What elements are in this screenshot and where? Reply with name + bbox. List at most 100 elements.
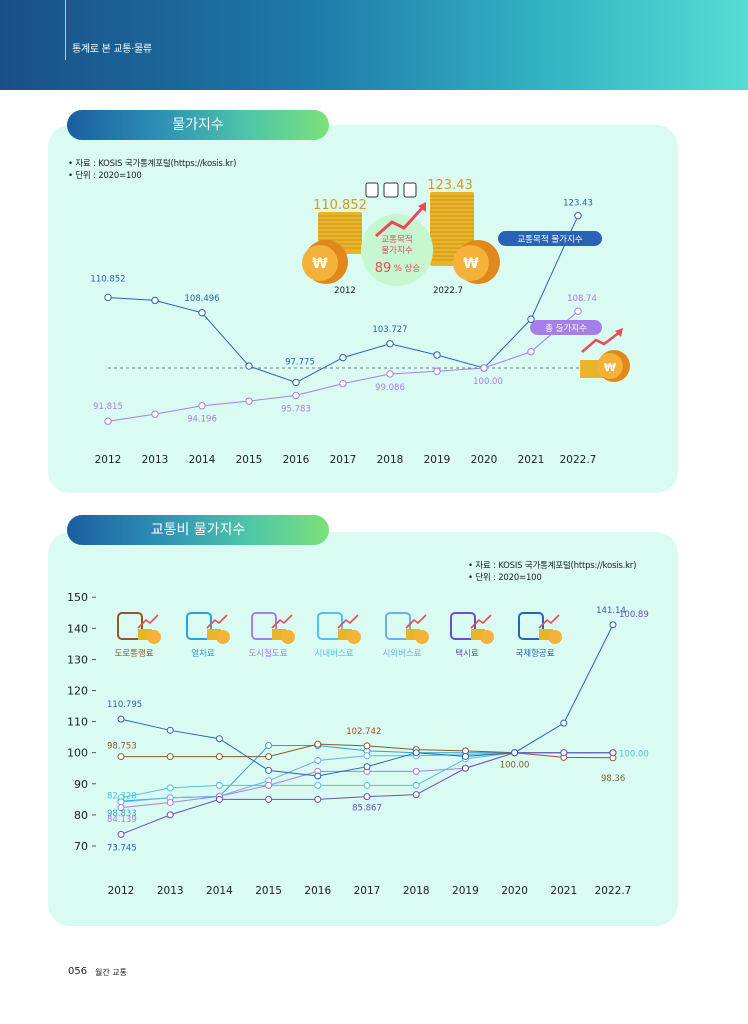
callout-percent-value: 89: [375, 261, 392, 276]
chart2-data-point: [412, 767, 420, 775]
chart2-data-label: 82.328: [107, 792, 137, 802]
chart2-x-tick-label: 2018: [403, 885, 430, 897]
chart2-data-point: [314, 772, 322, 780]
chart2-data-point: [412, 781, 420, 789]
chart2-x-tick-label: 2016: [304, 885, 331, 897]
callout-label-1: 교통목적: [381, 234, 412, 245]
chart2-data-point: [166, 798, 174, 806]
chart2-unit-line: • 단위 : 2020=100: [468, 573, 542, 583]
chart2-data-point: [609, 621, 617, 629]
publication-name: 월간 교통: [95, 968, 127, 977]
chart2-data-label: 102.742: [346, 727, 381, 737]
chart2-source: • 자료 : KOSIS 국가통계포털(https://kosis.kr) • …: [468, 560, 636, 584]
chart1-x-tick-label: 2016: [283, 454, 310, 466]
page-number: 056: [68, 966, 88, 977]
chart1-data-point: [527, 315, 535, 323]
chart1-x-tick-label: 2018: [377, 454, 404, 466]
chart2-data-label: 98.753: [107, 742, 137, 752]
chart2-x-tick-label: 2022.7: [595, 885, 632, 897]
chart2-data-point: [265, 766, 273, 774]
chart1-x-tick-label: 2020: [471, 454, 498, 466]
chart2-data-point: [117, 753, 125, 761]
chart2-series-line: [120, 752, 613, 799]
chart2-x-tick-label: 2015: [255, 885, 282, 897]
chart1-source: • 자료 : KOSIS 국가통계포털(https://kosis.kr) • …: [68, 158, 236, 182]
chart1-data-point: [292, 391, 300, 400]
chart2-x-tick-label: 2014: [206, 885, 233, 897]
chart1-data-label: 94.196: [187, 415, 217, 425]
coin-left-icon: ₩: [302, 240, 348, 284]
chart2-data-point: [166, 753, 174, 761]
chart1-data-point: [386, 340, 394, 348]
chart1-data-label: 97.775: [285, 357, 315, 367]
chart2-y-tick-label: 140: [67, 622, 88, 635]
chart1-x-tick-label: 2012: [95, 454, 122, 466]
chart2-y-tick-label: 80: [74, 809, 88, 822]
chart2-data-label: 110.795: [107, 700, 142, 710]
chart1-unit-line: • 단위 : 2020=100: [68, 171, 142, 181]
chart1-data-label: 103.727: [372, 325, 407, 335]
chart1-series-line: [107, 310, 579, 422]
chart2-data-point: [314, 795, 322, 803]
chart2-data-label: 98.36: [601, 774, 625, 784]
chart2-data-point: [117, 830, 125, 838]
chart2-data-point: [363, 793, 371, 801]
chart1-data-label: 110.852: [90, 274, 125, 284]
chart2-data-point: [560, 719, 568, 727]
chart2-y-tick-label: 120: [67, 685, 88, 698]
chart2-data-point: [363, 752, 371, 760]
chart2-data-point: [166, 726, 174, 734]
chart1-data-label: 108.74: [567, 294, 597, 304]
chart1-data-point: [339, 379, 347, 388]
legend-transport-pill: [498, 231, 602, 246]
chart2-data-point: [314, 756, 322, 764]
city-bus-icon: [317, 612, 361, 644]
intercity-bus-icon: [385, 612, 429, 644]
chart1-data-label: 123.43: [563, 199, 593, 209]
chart2-y-tick-label: 100: [67, 747, 88, 760]
chart2-data-point: [461, 752, 469, 760]
chart2-data-point: [215, 781, 223, 789]
chart2-data-point: [412, 749, 420, 757]
rising-arrow-icon: [375, 204, 426, 238]
chart1-data-label: 95.783: [281, 404, 311, 414]
chart2-x-tick-label: 2021: [550, 885, 577, 897]
chart2-data-label: 100.00: [619, 750, 649, 760]
chart2-series-label: 도로통행료: [114, 648, 153, 659]
chart1-data-point: [151, 410, 159, 418]
chart1-data-point: [245, 397, 253, 405]
legend-coin-icon: ₩: [580, 328, 630, 382]
legend-transport-label: 교통목적 물가지수: [517, 234, 582, 245]
chart2-x-tick-label: 2019: [452, 885, 479, 897]
callout-year-2022: 2022.7: [433, 286, 463, 296]
chart1-x-tick-label: 2014: [189, 454, 216, 466]
chart2-data-point: [461, 764, 469, 772]
svg-text:₩: ₩: [312, 256, 328, 272]
chart2-x-tick-label: 2017: [354, 885, 381, 897]
chart2-data-point: [215, 753, 223, 761]
callout-graphic: ₩ ₩ ₩: [302, 182, 630, 382]
chart2-data-point: [215, 795, 223, 803]
chart2-data-point: [166, 811, 174, 819]
train-icon: [186, 612, 230, 644]
chart1-data-point: [386, 370, 394, 378]
chart1-x-tick-label: 2021: [518, 454, 545, 466]
chart1-data-point: [339, 353, 347, 362]
chart2-data-label: 100.89: [619, 610, 649, 620]
chart2-y-tick-label: 110: [67, 716, 88, 729]
road-toll-icon: [117, 612, 161, 644]
chart2-y-tick-label: 130: [67, 653, 88, 666]
chart1-data-point: [574, 307, 582, 315]
chart1-data-point: [104, 293, 112, 302]
chart2-data-label: 73.745: [107, 843, 137, 853]
header-band: 통계로 본 교통·물류: [0, 0, 748, 90]
chart1-data-label: 108.496: [184, 294, 219, 304]
chart2-series-label: 시외버스료: [382, 648, 421, 659]
chart1-data-point: [574, 212, 582, 220]
chart1-data-point: [433, 367, 441, 375]
callout-value-2012: 110.852: [313, 198, 367, 213]
chart1-data-point: [433, 351, 441, 359]
callout-percent-unit: % 상승: [394, 263, 421, 274]
callout-label-2: 물가지수: [381, 246, 412, 256]
